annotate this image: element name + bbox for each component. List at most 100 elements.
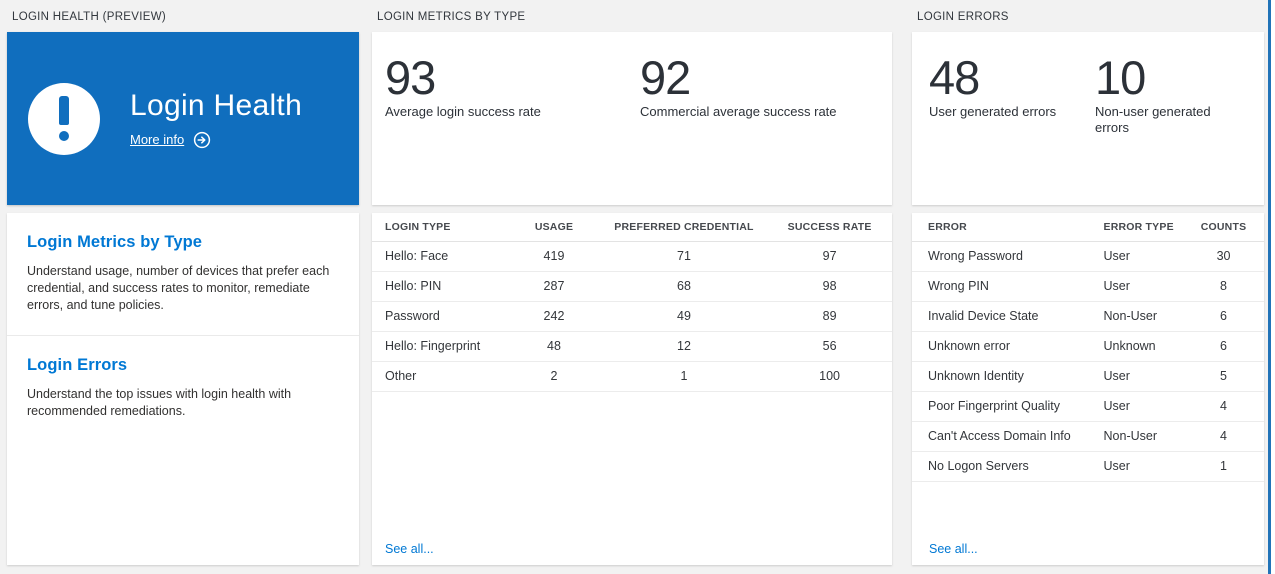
table-row: Hello: PIN 287 68 98 <box>372 271 892 302</box>
cell-counts: 6 <box>1183 331 1264 362</box>
table-row: Invalid Device State Non-User 6 <box>912 301 1264 332</box>
cell-counts: 4 <box>1183 391 1264 422</box>
cell-error: Unknown Identity <box>912 361 1092 392</box>
stat-label: Non-user generated errors <box>1095 104 1211 135</box>
table-header-row: ERROR ERROR TYPE COUNTS <box>912 213 1264 242</box>
cell-login-type: Password <box>372 301 508 332</box>
login-metrics-stats-card: 93 Average login success rate 92 Commerc… <box>372 32 892 205</box>
login-errors-table: ERROR ERROR TYPE COUNTS Wrong Password U… <box>912 213 1264 482</box>
cell-preferred-credential: 1 <box>600 361 768 392</box>
column-header-success-rate: SUCCESS RATE <box>767 213 892 242</box>
cell-error: Invalid Device State <box>912 301 1092 332</box>
cell-usage: 242 <box>507 301 601 332</box>
section-header-login-metrics: LOGIN METRICS BY TYPE <box>377 11 526 23</box>
table-row: Password 242 49 89 <box>372 301 892 332</box>
stat-value: 93 <box>385 51 436 104</box>
alert-exclamation-icon <box>28 82 100 155</box>
cell-error: No Logon Servers <box>912 451 1092 482</box>
info-section-login-metrics: Login Metrics by Type Understand usage, … <box>7 213 359 336</box>
stat-non-user-generated-errors: 10 Non-user generated errors <box>1095 54 1219 136</box>
table-row: Wrong PIN User 8 <box>912 271 1264 302</box>
column-header-error-type: ERROR TYPE <box>1091 213 1184 242</box>
cell-usage: 48 <box>507 331 601 362</box>
cell-success-rate: 56 <box>767 331 892 362</box>
section-header-login-health: LOGIN HEALTH (PREVIEW) <box>12 11 166 23</box>
table-row: No Logon Servers User 1 <box>912 451 1264 482</box>
cell-error-type: User <box>1091 361 1184 392</box>
cell-error: Wrong PIN <box>912 271 1092 302</box>
table-row: Hello: Fingerprint 48 12 56 <box>372 331 892 362</box>
cell-error-type: Non-User <box>1091 421 1184 452</box>
cell-counts: 5 <box>1183 361 1264 392</box>
cell-counts: 6 <box>1183 301 1264 332</box>
table-row: Unknown error Unknown 6 <box>912 331 1264 362</box>
cell-login-type: Hello: Fingerprint <box>372 331 508 362</box>
login-metrics-column: LOGIN METRICS BY TYPE 93 Average login s… <box>372 0 892 565</box>
cell-counts: 8 <box>1183 271 1264 302</box>
arrow-right-circle-icon[interactable] <box>193 131 211 149</box>
table-row: Unknown Identity User 5 <box>912 361 1264 392</box>
cell-preferred-credential: 71 <box>600 241 768 272</box>
cell-preferred-credential: 49 <box>600 301 768 332</box>
cell-error-type: Non-User <box>1091 301 1184 332</box>
cell-error-type: User <box>1091 271 1184 302</box>
login-errors-column: LOGIN ERRORS 48 User generated errors 10… <box>912 0 1264 565</box>
adjacent-panel-strip <box>1271 0 1275 574</box>
stat-user-generated-errors: 48 User generated errors <box>929 54 1056 120</box>
cell-error-type: Unknown <box>1091 331 1184 362</box>
stat-average-success-rate: 93 Average login success rate <box>385 54 541 120</box>
cell-preferred-credential: 68 <box>600 271 768 302</box>
column-header-login-type: LOGIN TYPE <box>372 213 508 242</box>
cell-login-type: Other <box>372 361 508 392</box>
stat-label: Commercial average success rate <box>640 104 837 119</box>
column-header-preferred-credential: PREFERRED CREDENTIAL <box>600 213 768 242</box>
cell-counts: 1 <box>1183 451 1264 482</box>
cell-login-type: Hello: Face <box>372 241 508 272</box>
cell-preferred-credential: 12 <box>600 331 768 362</box>
stat-value: 92 <box>640 51 691 104</box>
cell-usage: 287 <box>507 271 601 302</box>
table-row: Other 2 1 100 <box>372 361 892 392</box>
cell-success-rate: 89 <box>767 301 892 332</box>
cell-error-type: User <box>1091 241 1184 272</box>
table-header-row: LOGIN TYPE USAGE PREFERRED CREDENTIAL SU… <box>372 213 892 242</box>
column-header-counts: COUNTS <box>1183 213 1264 242</box>
cell-success-rate: 97 <box>767 241 892 272</box>
stat-value: 48 <box>929 51 980 104</box>
cell-error: Can't Access Domain Info <box>912 421 1092 452</box>
table-row: Can't Access Domain Info Non-User 4 <box>912 421 1264 452</box>
table-row: Poor Fingerprint Quality User 4 <box>912 391 1264 422</box>
cell-counts: 30 <box>1183 241 1264 272</box>
see-all-link-login-metrics[interactable]: See all... <box>385 542 434 556</box>
adjacent-panel-edge-line <box>1268 0 1271 574</box>
cell-counts: 4 <box>1183 421 1264 452</box>
more-info-link[interactable]: More info <box>130 132 185 147</box>
section-header-login-errors: LOGIN ERRORS <box>917 11 1009 23</box>
cell-error: Wrong Password <box>912 241 1092 272</box>
info-title-login-metrics: Login Metrics by Type <box>27 233 203 251</box>
cell-error: Poor Fingerprint Quality <box>912 391 1092 422</box>
column-header-usage: USAGE <box>507 213 601 242</box>
cell-usage: 419 <box>507 241 601 272</box>
cell-success-rate: 98 <box>767 271 892 302</box>
login-health-tile[interactable]: Login Health More info <box>7 32 359 205</box>
cell-error-type: User <box>1091 451 1184 482</box>
login-health-info-card: Login Metrics by Type Understand usage, … <box>7 213 359 565</box>
info-description-login-errors: Understand the top issues with login hea… <box>27 387 292 418</box>
column-header-error: ERROR <box>912 213 1092 242</box>
login-errors-table-card: ERROR ERROR TYPE COUNTS Wrong Password U… <box>912 213 1264 565</box>
stat-label: User generated errors <box>929 104 1057 119</box>
login-errors-stats-card: 48 User generated errors 10 Non-user gen… <box>912 32 1264 205</box>
cell-error: Unknown error <box>912 331 1092 362</box>
table-row: Hello: Face 419 71 97 <box>372 241 892 272</box>
login-health-column: LOGIN HEALTH (PREVIEW) Login Health More… <box>7 0 359 565</box>
stat-label: Average login success rate <box>385 104 541 119</box>
login-metrics-table: LOGIN TYPE USAGE PREFERRED CREDENTIAL SU… <box>372 213 892 392</box>
cell-login-type: Hello: PIN <box>372 271 508 302</box>
table-row: Wrong Password User 30 <box>912 241 1264 272</box>
see-all-link-login-errors[interactable]: See all... <box>929 542 978 556</box>
cell-error-type: User <box>1091 391 1184 422</box>
login-metrics-table-card: LOGIN TYPE USAGE PREFERRED CREDENTIAL SU… <box>372 213 892 565</box>
info-section-login-errors: Login Errors Understand the top issues w… <box>7 336 359 420</box>
info-description-login-metrics: Understand usage, number of devices that… <box>27 264 330 312</box>
